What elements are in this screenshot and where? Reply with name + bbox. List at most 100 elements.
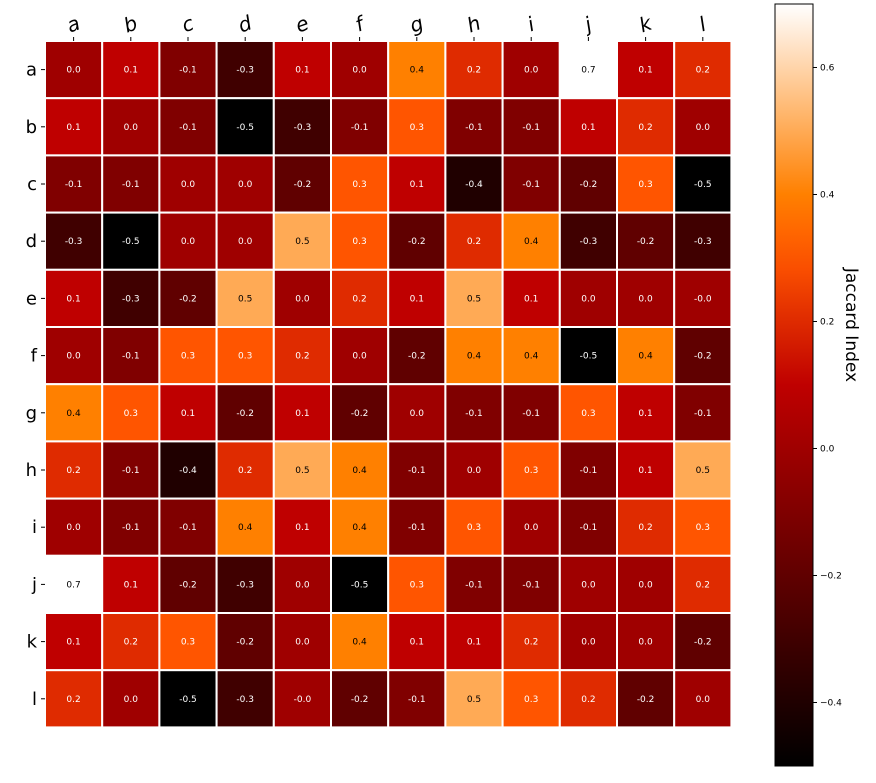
cell-value-label: 0.4 (524, 352, 539, 362)
colorbar-tick-label: 0.6 (820, 64, 835, 74)
row-labels: a b c d e f g h i j k l (26, 60, 45, 710)
cell-value-label: -0.2 (408, 237, 426, 247)
cell-value-label: 0.1 (295, 409, 309, 419)
cell-value-label: 0.3 (696, 523, 710, 533)
cell-value-label: 0.0 (238, 237, 253, 247)
heatmap-cell (272, 154, 332, 214)
cell-value-label: 0.2 (696, 580, 710, 590)
row-label: h (26, 460, 37, 481)
row-label: j (31, 574, 37, 595)
cell-value-label: 0.3 (238, 352, 252, 362)
cell-value-label: 0.0 (638, 294, 653, 304)
cell-value-label: 0.2 (467, 237, 481, 247)
cell-value-label: 0.4 (410, 66, 425, 76)
heatmap-cell (387, 326, 447, 386)
heatmap-cell (673, 383, 733, 443)
row-label: i (32, 517, 37, 538)
column-label: a (63, 11, 83, 38)
cell-value-label: 0.0 (638, 580, 653, 590)
heatmap-cell (158, 383, 218, 443)
cell-value-label: 0.2 (66, 466, 80, 476)
heatmap-cell (330, 268, 390, 328)
cell-value-label: -0.3 (580, 237, 598, 247)
cell-value-label: 0.1 (638, 409, 652, 419)
row-label: c (27, 174, 37, 195)
heatmap-cell (673, 497, 733, 557)
cell-value-label: 0.1 (66, 638, 80, 648)
cell-value-label: 0.1 (638, 466, 652, 476)
cell-value-label: 0.3 (581, 409, 595, 419)
cell-value-label: 0.1 (295, 66, 309, 76)
heatmap-cell (330, 211, 390, 271)
cell-value-label: -0.2 (694, 352, 712, 362)
heatmap-cell (387, 612, 447, 672)
cell-value-label: -0.2 (637, 237, 655, 247)
cell-value-label: 0.0 (181, 237, 196, 247)
heatmap-cell (558, 383, 618, 443)
heatmap-cell (387, 154, 447, 214)
cell-value-label: -0.5 (236, 123, 254, 133)
cell-value-label: -0.2 (236, 638, 254, 648)
cell-value-label: 0.2 (524, 638, 538, 648)
cell-value-label: 0.7 (66, 580, 80, 590)
heatmap-cell (444, 326, 504, 386)
cell-value-label: -0.1 (179, 123, 197, 133)
colorbar-ticks: −0.4 −0.2 0.0 0.2 0.4 0.6 (813, 64, 842, 709)
cell-value-label: 0.3 (524, 695, 538, 705)
cell-value-label: 0.2 (66, 695, 80, 705)
cell-value-label: 0.0 (124, 695, 139, 705)
cell-value-label: 0.5 (295, 237, 309, 247)
column-label: g (406, 11, 426, 38)
cell-value-label: -0.2 (637, 695, 655, 705)
heatmap-cell (101, 497, 161, 557)
cell-value-label: 0.3 (524, 466, 538, 476)
heatmap-cell (387, 268, 447, 328)
heatmap-cell (101, 383, 161, 443)
cell-value-label: -0.5 (694, 180, 712, 190)
heatmap-cell (616, 97, 676, 157)
cell-value-label: 0.0 (295, 638, 310, 648)
cell-value-label: -0.4 (465, 180, 483, 190)
heatmap-cell (44, 383, 104, 443)
cell-value-label: 0.3 (467, 523, 481, 533)
cell-value-label: 0.3 (352, 237, 366, 247)
cell-value-label: -0.4 (179, 466, 197, 476)
cell-value-label: -0.2 (580, 180, 598, 190)
cell-value-label: 0.4 (467, 352, 482, 362)
column-label: c (178, 11, 197, 37)
cell-value-label: -0.2 (236, 409, 254, 419)
cell-value-label: -0.3 (694, 237, 712, 247)
cell-value-label: 0.5 (467, 294, 481, 304)
heatmap-cell (215, 97, 275, 157)
cell-value-label: 0.4 (524, 237, 539, 247)
cell-value-label: -0.3 (65, 237, 83, 247)
cell-value-label: 0.1 (410, 638, 424, 648)
heatmap-cell (558, 669, 618, 729)
cell-value-label: -0.1 (694, 409, 712, 419)
cell-value-label: -0.1 (465, 409, 483, 419)
heatmap-cell (387, 497, 447, 557)
cell-value-label: -0.1 (465, 580, 483, 590)
heatmap-cell (673, 326, 733, 386)
heatmap-cell (101, 669, 161, 729)
cell-value-label: 0.1 (638, 66, 652, 76)
cell-value-label: -0.3 (236, 580, 254, 590)
heatmap-cell (272, 383, 332, 443)
heatmap-cell (501, 612, 561, 672)
cell-value-label: 0.5 (467, 695, 481, 705)
colorbar-label: Jaccard Index (841, 267, 861, 382)
colorbar-tick-label: −0.4 (820, 699, 842, 709)
colorbar-tick-label: −0.2 (820, 572, 842, 582)
cell-value-label: -0.1 (580, 466, 598, 476)
heatmap-cell (215, 383, 275, 443)
heatmap-cell (101, 554, 161, 614)
cell-value-label: -0.1 (408, 695, 426, 705)
heatmap-cell (444, 612, 504, 672)
heatmap-cell (272, 268, 332, 328)
cell-value-label: 0.0 (581, 638, 596, 648)
column-label: l (696, 12, 710, 37)
cell-value-label: 0.0 (581, 580, 596, 590)
heatmap-cell (215, 554, 275, 614)
heatmap-cell (158, 440, 218, 500)
cell-value-label: 0.4 (638, 352, 653, 362)
